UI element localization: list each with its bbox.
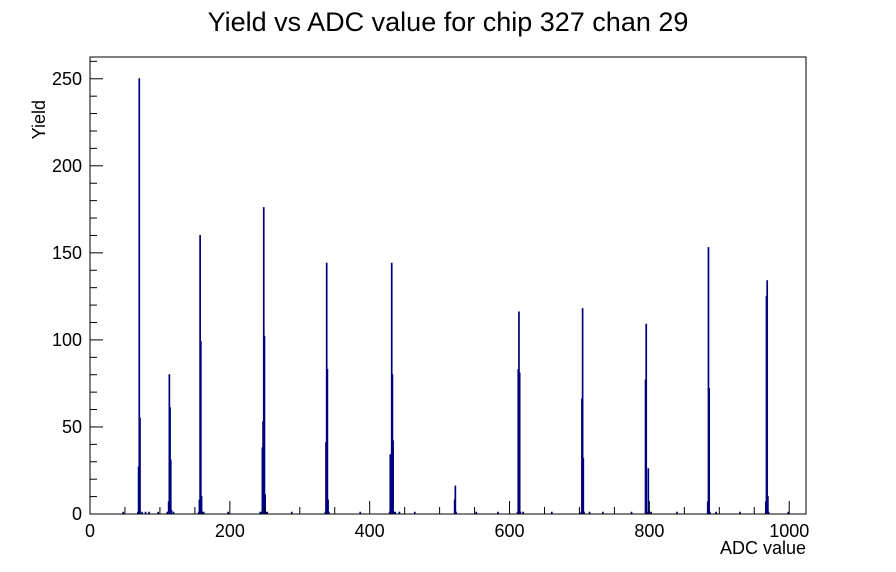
histogram-bin: [550, 511, 553, 514]
histogram-bin: [707, 247, 710, 514]
histogram-bin: [199, 341, 202, 514]
x-axis-label: ADC value: [720, 538, 806, 558]
histogram-bin: [708, 388, 711, 514]
y-tick-label: 0: [72, 504, 82, 524]
histogram-bin: [327, 511, 330, 514]
y-tick-label: 50: [62, 417, 82, 437]
histogram-bin: [398, 511, 401, 514]
chart-title: Yield vs ADC value for chip 327 chan 29: [208, 7, 689, 37]
histogram-bin: [144, 511, 147, 514]
histogram-bin: [122, 511, 125, 514]
histogram-bin: [290, 511, 293, 514]
histogram-bin: [581, 308, 584, 514]
histogram-bin: [359, 511, 362, 514]
histogram-bin: [767, 511, 770, 514]
histogram-bin: [709, 511, 711, 514]
axis-ticks: 0 200 400 600 800 1000 0 50 100 150 200 250: [52, 60, 809, 541]
histogram-bin: [202, 511, 205, 514]
histogram-bin: [392, 440, 394, 514]
histogram-bin: [266, 511, 269, 514]
histogram-bin: [497, 511, 499, 514]
histogram-bin: [413, 511, 416, 514]
histogram-bin: [676, 511, 678, 514]
histogram-bin: [739, 511, 741, 514]
histogram-bin: [157, 511, 160, 514]
histogram-bin: [259, 511, 262, 514]
histogram-bin: [647, 468, 650, 514]
histogram-bin: [767, 496, 769, 514]
histogram-bin: [582, 457, 585, 514]
histogram-bin: [139, 417, 141, 514]
x-tick-label: 0: [85, 521, 95, 541]
histogram-bin: [172, 511, 175, 514]
x-tick-label: 800: [634, 521, 664, 541]
histogram-bin: [455, 511, 457, 514]
x-tick-label: 1000: [769, 521, 809, 541]
histogram-bin: [518, 372, 521, 514]
plot-frame: [89, 56, 807, 515]
histogram-bin: [394, 511, 397, 514]
histogram-bin: [519, 511, 522, 514]
histogram: [122, 78, 790, 514]
histogram-bin: [392, 511, 395, 514]
histogram-bin: [588, 511, 591, 514]
histogram-bin: [475, 511, 478, 514]
histogram-bin: [326, 369, 329, 514]
histogram-bin: [454, 485, 457, 514]
histogram-bin: [170, 510, 173, 514]
histogram-bin: [645, 323, 648, 514]
histogram-bin: [583, 511, 585, 514]
histogram-bin: [166, 511, 169, 514]
y-tick-label: 250: [52, 69, 82, 89]
y-tick-label: 100: [52, 330, 82, 350]
histogram-bin: [169, 459, 172, 514]
histogram-bin: [141, 511, 143, 514]
histogram-bin: [148, 511, 150, 514]
histogram-bin: [265, 511, 267, 514]
y-tick-label: 150: [52, 243, 82, 263]
histogram-bin: [263, 335, 266, 514]
histogram-bin: [264, 494, 266, 514]
histogram-bin: [646, 511, 648, 514]
histogram-bin: [787, 511, 790, 514]
y-tick-label: 200: [52, 156, 82, 176]
histogram-bin: [602, 511, 604, 514]
histogram-bin: [201, 511, 204, 514]
x-tick-label: 600: [495, 521, 525, 541]
histogram-bin: [715, 511, 717, 514]
histogram-bin: [200, 496, 203, 514]
histogram-bin: [227, 511, 229, 514]
histogram-bin: [766, 280, 769, 514]
histogram-bin: [522, 511, 525, 514]
histogram-bin: [327, 499, 329, 514]
x-tick-label: 200: [215, 521, 245, 541]
histogram-bin: [138, 78, 141, 514]
histogram-bin: [630, 511, 633, 514]
y-axis-label: Yield: [29, 100, 49, 139]
x-tick-label: 400: [355, 521, 385, 541]
histogram-bin: [650, 511, 652, 514]
